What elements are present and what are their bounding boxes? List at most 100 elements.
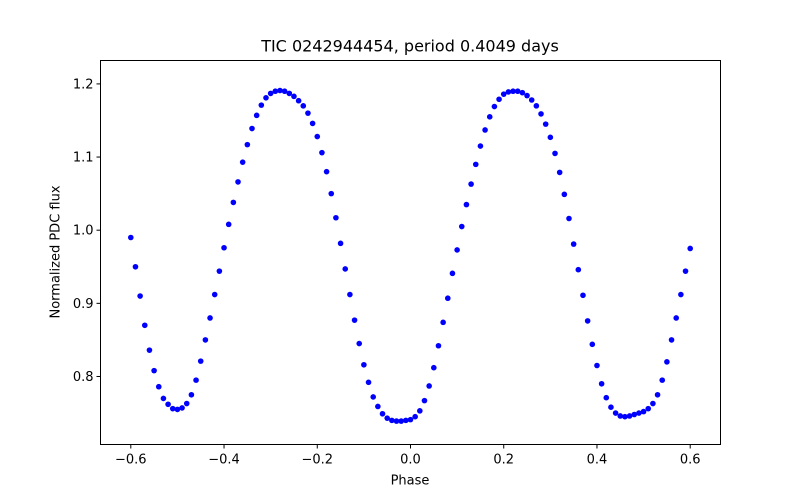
data-point <box>141 322 148 329</box>
data-point <box>370 394 377 400</box>
data-point <box>314 133 321 140</box>
data-point <box>160 395 167 402</box>
data-point <box>393 418 400 424</box>
data-point <box>542 121 549 127</box>
chart-title: TIC 0242944454, period 0.4049 days <box>260 37 559 56</box>
data-point <box>146 347 153 353</box>
data-point <box>197 358 204 364</box>
data-point <box>682 268 689 274</box>
data-point <box>295 97 302 104</box>
data-point <box>556 169 563 176</box>
y-tick-label: 1.0 <box>73 224 94 239</box>
data-point <box>547 134 554 141</box>
data-point <box>337 240 344 247</box>
data-point <box>659 377 666 383</box>
data-point <box>687 245 693 252</box>
data-point <box>291 93 297 100</box>
data-point <box>431 364 437 371</box>
data-point <box>636 410 642 416</box>
data-point <box>603 394 610 401</box>
data-point <box>533 103 540 109</box>
data-point <box>202 337 209 343</box>
y-axis: 0.8 0.9 1.0 1.1 1.2 <box>73 77 101 385</box>
data-point <box>281 88 288 95</box>
data-point <box>566 215 572 222</box>
data-point <box>486 114 493 120</box>
data-point <box>454 247 460 253</box>
data-point <box>575 266 582 273</box>
data-point <box>221 244 227 251</box>
data-point <box>673 315 680 321</box>
data-point <box>263 95 269 101</box>
data-point <box>570 241 577 247</box>
data-point <box>174 406 181 413</box>
data-point <box>132 263 139 270</box>
data-point <box>468 181 474 187</box>
data-point <box>617 413 624 419</box>
data-point <box>496 96 502 103</box>
data-point <box>300 103 307 109</box>
data-point <box>128 234 134 241</box>
data-point <box>389 417 395 424</box>
data-point <box>253 112 260 119</box>
data-point <box>594 362 600 369</box>
data-point <box>668 337 675 343</box>
data-point <box>216 268 223 274</box>
data-point <box>384 415 390 421</box>
data-point <box>169 405 176 412</box>
data-point <box>500 91 507 97</box>
data-point <box>472 161 479 168</box>
data-point <box>365 379 372 386</box>
data-point <box>258 102 265 108</box>
x-axis-label: Phase <box>391 474 430 489</box>
data-point <box>528 97 535 103</box>
data-point <box>375 403 381 410</box>
data-point <box>165 401 171 408</box>
data-point <box>211 291 218 298</box>
data-point <box>538 111 544 117</box>
data-point <box>477 143 484 149</box>
data-point <box>622 413 628 420</box>
data-point <box>524 92 530 99</box>
x-tick-label: −0.2 <box>301 453 333 468</box>
data-point <box>267 90 274 97</box>
data-point <box>435 342 442 349</box>
x-axis: −0.6 −0.4 −0.2 0.0 0.2 0.4 0.6 <box>115 444 701 468</box>
data-point <box>356 340 363 347</box>
data-point <box>347 291 353 298</box>
data-point <box>403 417 409 424</box>
data-point <box>580 292 586 299</box>
data-point <box>678 291 684 298</box>
data-point <box>183 400 190 407</box>
data-point <box>631 411 638 418</box>
data-point <box>458 223 465 230</box>
data-point <box>519 89 526 96</box>
data-point <box>309 120 316 127</box>
data-point <box>407 416 414 423</box>
y-tick-label: 1.2 <box>73 77 94 92</box>
y-tick-label: 0.8 <box>73 370 94 385</box>
data-point <box>626 413 633 419</box>
data-point <box>319 149 325 156</box>
data-point <box>333 214 339 221</box>
data-points <box>128 87 693 424</box>
data-point <box>664 359 670 365</box>
data-point <box>225 221 232 228</box>
data-point <box>249 125 255 132</box>
data-point <box>239 159 246 165</box>
x-tick-label: 0.6 <box>680 453 701 468</box>
data-point <box>505 89 512 95</box>
y-tick-label: 0.9 <box>73 297 94 312</box>
data-point <box>650 400 656 407</box>
x-tick-label: 0.4 <box>587 453 608 468</box>
data-point <box>277 87 283 94</box>
data-point <box>514 88 521 95</box>
data-point <box>510 88 516 95</box>
y-tick-label: 1.1 <box>73 151 94 166</box>
data-point <box>645 405 652 412</box>
data-point <box>137 293 143 299</box>
x-tick-label: 0.2 <box>493 453 514 468</box>
y-axis-label: Normalized PDC flux <box>49 185 64 318</box>
data-point <box>151 367 157 374</box>
